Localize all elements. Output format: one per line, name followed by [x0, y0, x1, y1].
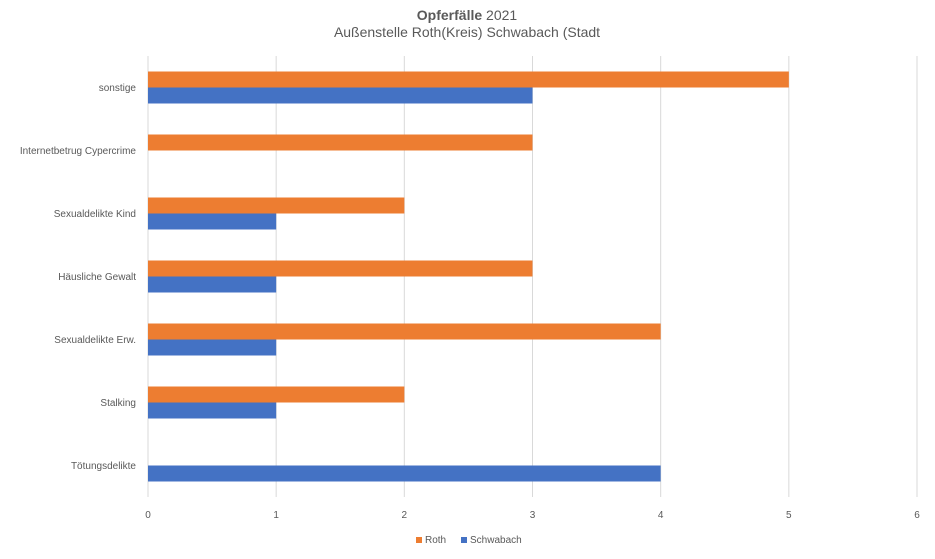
legend-label-roth: Roth	[425, 535, 446, 546]
x-tick-label: 2	[402, 510, 408, 521]
chart-title-year: 2021	[486, 7, 517, 23]
bar-schwabach-6	[148, 465, 661, 482]
bar-roth-5	[148, 386, 405, 403]
x-tick-label: 1	[273, 510, 279, 521]
x-axis-tick-labels: 0 1 2 3 4 5 6	[145, 510, 920, 521]
bar-roth-0	[148, 71, 789, 88]
category-label: Sexualdelikte Erw.	[54, 335, 136, 346]
bar-roth-2	[148, 197, 405, 214]
category-label: Sexualdelikte Kind	[54, 209, 136, 220]
bar-schwabach-2	[148, 213, 277, 230]
bar-roth-3	[148, 260, 533, 277]
category-label: Internetbetrug Cypercrime	[20, 146, 137, 157]
category-label: sonstige	[99, 83, 137, 94]
legend: Roth Schwabach	[416, 535, 522, 546]
bar-schwabach-3	[148, 276, 277, 293]
x-tick-label: 3	[530, 510, 536, 521]
bar-schwabach-0	[148, 87, 533, 104]
category-label: Stalking	[100, 398, 136, 409]
x-tick-label: 4	[658, 510, 664, 521]
bars	[148, 71, 789, 482]
bar-roth-1	[148, 134, 533, 151]
x-tick-label: 0	[145, 510, 151, 521]
bar-schwabach-5	[148, 402, 277, 419]
bar-roth-4	[148, 323, 661, 340]
chart-title-bold: Opferfälle	[417, 7, 483, 23]
legend-label-schwabach: Schwabach	[470, 535, 522, 546]
legend-swatch-roth	[416, 537, 422, 543]
chart-title: Opferfälle 2021	[417, 7, 518, 23]
chart-subtitle: Außenstelle Roth(Kreis) Schwabach (Stadt	[334, 24, 600, 40]
bar-schwabach-4	[148, 339, 277, 356]
legend-swatch-schwabach	[461, 537, 467, 543]
x-tick-label: 5	[786, 510, 792, 521]
x-tick-label: 6	[914, 510, 920, 521]
category-label: Häusliche Gewalt	[58, 272, 136, 283]
category-labels: sonstige Internetbetrug Cypercrime Sexuald…	[20, 83, 137, 472]
category-label: Tötungsdelikte	[71, 461, 136, 472]
